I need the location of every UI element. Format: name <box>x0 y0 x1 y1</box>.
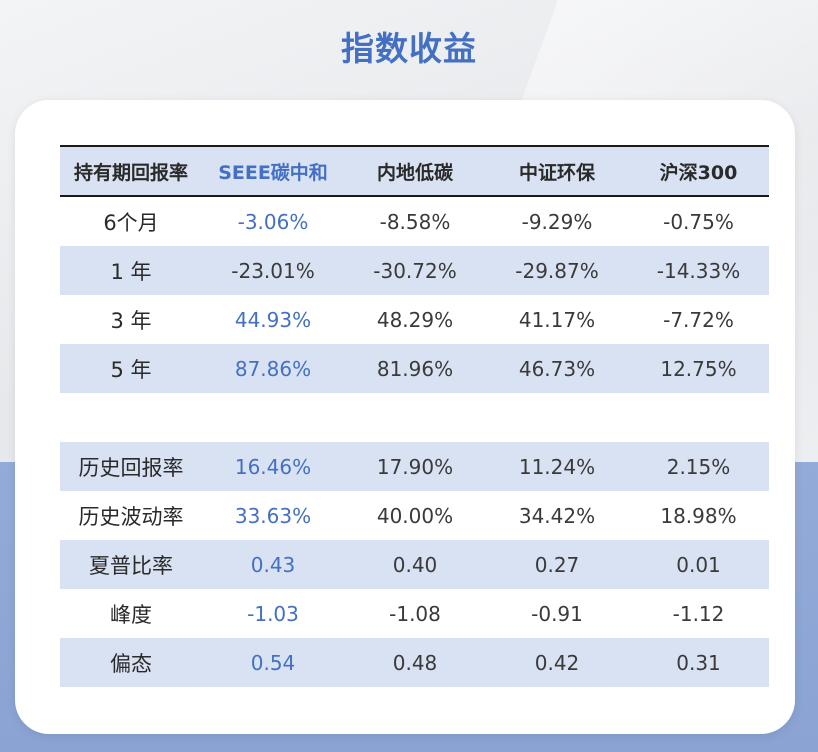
table-cell: 11.24% <box>486 442 628 491</box>
table-cell: -7.72% <box>663 307 734 332</box>
row-label: 5 年 <box>60 344 202 393</box>
header-mainland-low-carbon: 内地低碳 <box>344 145 486 197</box>
table-row: 5 年 87.86% 81.96% 46.73% 12.75% <box>60 344 769 393</box>
table-cell: -14.33% <box>628 246 769 295</box>
row-label: 夏普比率 <box>60 540 202 589</box>
table-cell: 81.96% <box>344 344 486 393</box>
spacer-row <box>60 393 769 442</box>
table-cell: -9.29% <box>521 209 593 234</box>
table-row: 1 年 -23.01% -30.72% -29.87% -14.33% <box>60 246 769 295</box>
table-header-row: 持有期回报率 SEEE碳中和 内地低碳 中证环保 沪深300 <box>60 145 769 197</box>
row-label: 3 年 <box>110 308 152 333</box>
row-label: 历史波动率 <box>78 504 184 529</box>
header-csi-environmental: 中证环保 <box>486 145 628 197</box>
table-cell: 0.48 <box>344 638 486 687</box>
table-cell: -8.58% <box>379 209 451 234</box>
row-label: 峰度 <box>110 602 152 627</box>
table-cell: 0.40 <box>344 540 486 589</box>
row-label: 历史回报率 <box>60 442 202 491</box>
table-cell: 12.75% <box>628 344 769 393</box>
table-cell: -1.08 <box>389 601 441 626</box>
table-row: 历史波动率 33.63% 40.00% 34.42% 18.98% <box>60 491 769 540</box>
table-row: 峰度 -1.03 -1.08 -0.91 -1.12 <box>60 589 769 638</box>
table-cell: 16.46% <box>202 442 344 491</box>
table-cell: -30.72% <box>344 246 486 295</box>
table-cell: 87.86% <box>202 344 344 393</box>
row-label: 1 年 <box>60 246 202 295</box>
table-cell: -29.87% <box>486 246 628 295</box>
table-cell: 0.43 <box>202 540 344 589</box>
table-cell: 0.54 <box>202 638 344 687</box>
returns-card: 持有期回报率 SEEE碳中和 内地低碳 中证环保 沪深300 6个月 -3.06… <box>15 100 795 734</box>
table-cell: 40.00% <box>376 503 454 528</box>
table-cell: 0.01 <box>628 540 769 589</box>
table-cell: -1.03 <box>247 601 299 626</box>
header-holding-period: 持有期回报率 <box>60 145 202 197</box>
table-row: 历史回报率 16.46% 17.90% 11.24% 2.15% <box>60 442 769 491</box>
table-row: 偏态 0.54 0.48 0.42 0.31 <box>60 638 769 687</box>
table-cell: 34.42% <box>518 503 596 528</box>
page-title: 指数收益 <box>341 29 477 68</box>
row-label: 6个月 <box>103 210 159 235</box>
table-cell: 18.98% <box>660 503 737 528</box>
table-cell: 41.17% <box>518 307 596 332</box>
table-cell: -1.12 <box>672 601 725 626</box>
table-cell: 0.27 <box>486 540 628 589</box>
table-cell: -0.91 <box>531 601 583 626</box>
index-returns-table: 持有期回报率 SEEE碳中和 内地低碳 中证环保 沪深300 6个月 -3.06… <box>60 145 769 687</box>
table-cell: 44.93% <box>234 307 312 332</box>
table-cell: 0.31 <box>628 638 769 687</box>
table-cell: 33.63% <box>234 503 312 528</box>
row-label: 偏态 <box>60 638 202 687</box>
table-row: 夏普比率 0.43 0.40 0.27 0.01 <box>60 540 769 589</box>
table-cell: 17.90% <box>344 442 486 491</box>
table-row: 6个月 -3.06% -8.58% -9.29% -0.75% <box>60 196 769 246</box>
table-row: 3 年 44.93% 48.29% 41.17% -7.72% <box>60 295 769 344</box>
table-cell: 2.15% <box>628 442 769 491</box>
table-cell: 0.42 <box>486 638 628 687</box>
table-cell: 46.73% <box>486 344 628 393</box>
table-cell: -0.75% <box>663 209 734 234</box>
table-cell: 48.29% <box>376 307 454 332</box>
table-cell: -3.06% <box>237 209 309 234</box>
header-csi-300: 沪深300 <box>628 145 769 197</box>
table-cell: -23.01% <box>202 246 344 295</box>
header-seee-carbon-neutral: SEEE碳中和 <box>202 145 344 197</box>
